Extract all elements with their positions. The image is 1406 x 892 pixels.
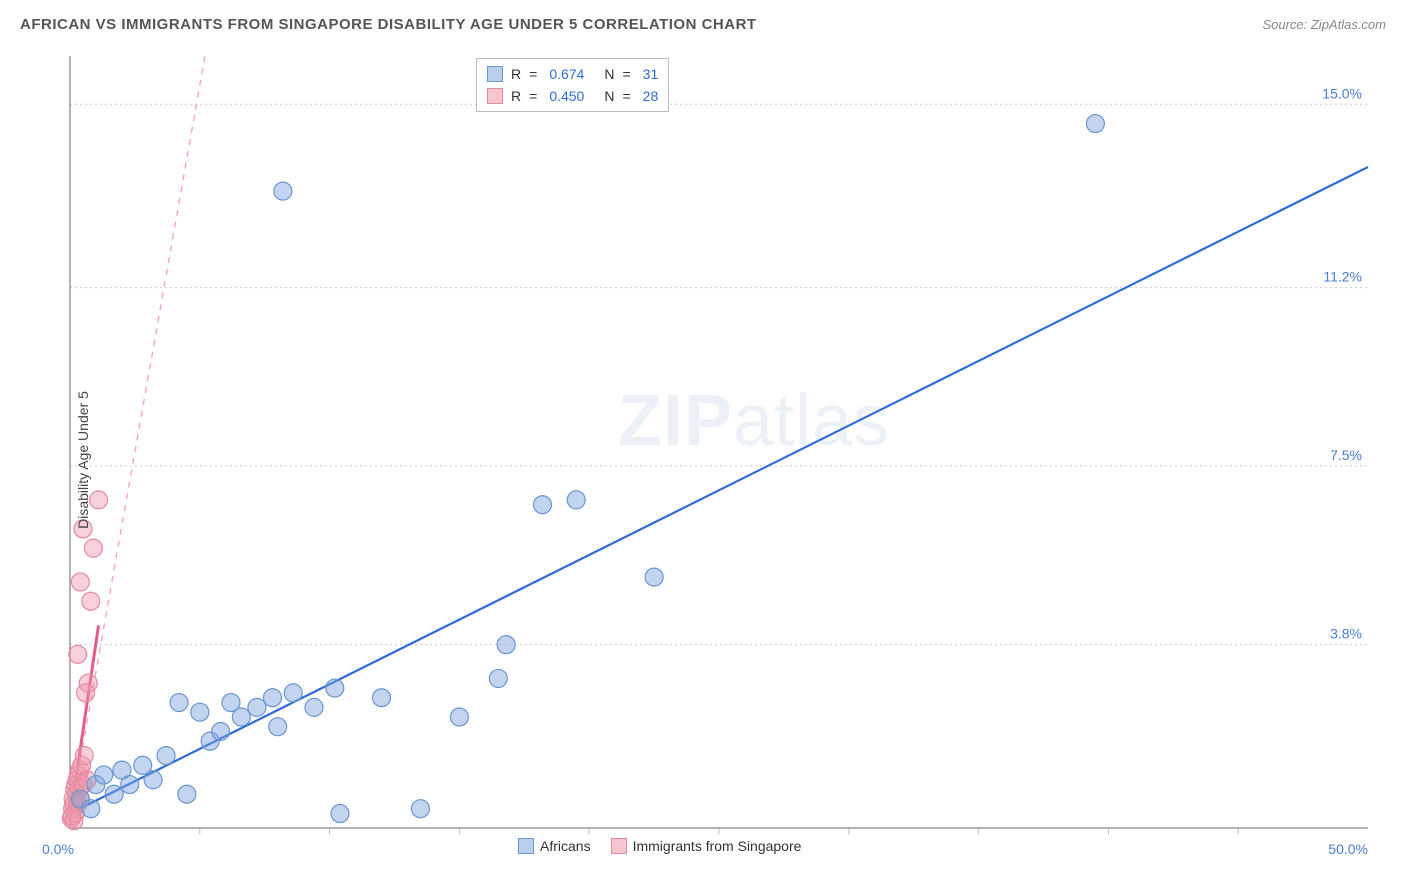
legend-n-label: N (604, 85, 614, 107)
legend-n-value: 28 (643, 85, 659, 107)
swatch-blue-icon (487, 66, 503, 82)
legend-n-value: 31 (643, 63, 659, 85)
swatch-pink-icon (611, 838, 627, 854)
swatch-blue-icon (518, 838, 534, 854)
swatch-pink-icon (487, 88, 503, 104)
svg-text:50.0%: 50.0% (1328, 841, 1368, 857)
svg-text:11.2%: 11.2% (1323, 269, 1362, 285)
legend-r-value: 0.674 (549, 63, 584, 85)
chart-header: AFRICAN VS IMMIGRANTS FROM SINGAPORE DIS… (0, 0, 1406, 48)
chart-title: AFRICAN VS IMMIGRANTS FROM SINGAPORE DIS… (20, 16, 757, 33)
legend-item-label: Africans (540, 838, 591, 854)
legend-item-label: Immigrants from Singapore (633, 838, 802, 854)
legend-eq: = (622, 63, 630, 85)
scatter-chart-svg: 3.8% 7.5% 11.2% 15.0% 0.0% 50.0% (18, 48, 1386, 872)
chart-area: Disability Age Under 5 3.8% 7.5% 11.2% 15.0… (18, 48, 1386, 872)
legend-eq: = (529, 63, 537, 85)
correlation-legend: R = 0.674 N = 31 R = 0.450 N = 28 (476, 58, 669, 112)
svg-text:0.0%: 0.0% (42, 841, 74, 857)
svg-text:7.5%: 7.5% (1330, 447, 1362, 463)
legend-row: R = 0.450 N = 28 (487, 85, 658, 107)
svg-text:3.8%: 3.8% (1330, 626, 1362, 642)
svg-text:15.0%: 15.0% (1322, 85, 1362, 101)
legend-n-label: N (604, 63, 614, 85)
legend-row: R = 0.674 N = 31 (487, 63, 658, 85)
source-label: Source: (1262, 17, 1310, 32)
chart-source: Source: ZipAtlas.com (1262, 17, 1386, 32)
legend-item: Immigrants from Singapore (611, 838, 802, 854)
y-axis-label: Disability Age Under 5 (75, 391, 91, 529)
legend-eq: = (529, 85, 537, 107)
legend-r-value: 0.450 (549, 85, 584, 107)
legend-item: Africans (518, 838, 591, 854)
source-value: ZipAtlas.com (1311, 17, 1386, 32)
legend-eq: = (622, 85, 630, 107)
legend-r-label: R (511, 63, 521, 85)
series-legend: Africans Immigrants from Singapore (518, 838, 801, 854)
correlation-legend-box: R = 0.674 N = 31 R = 0.450 N = 28 (476, 58, 669, 112)
legend-r-label: R (511, 85, 521, 107)
